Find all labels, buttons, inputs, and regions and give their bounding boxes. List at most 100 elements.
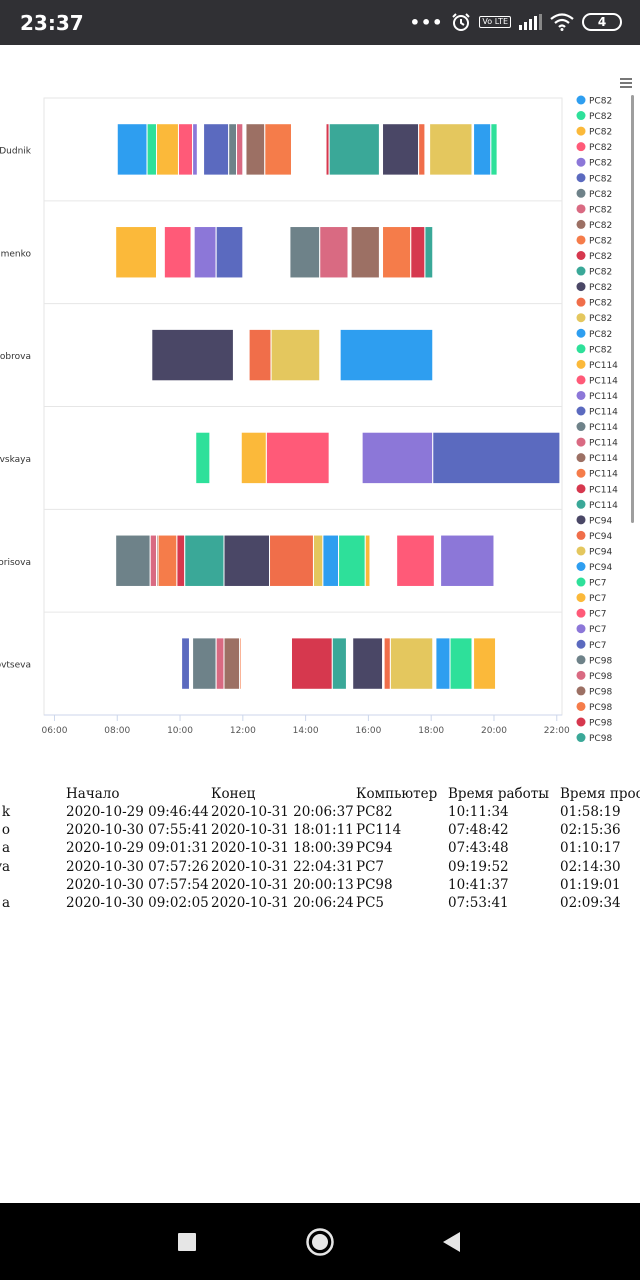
table-cell-end: 2020-10-31 20:06:24 — [211, 895, 354, 911]
legend-swatch — [576, 251, 586, 260]
legend-swatch — [576, 546, 586, 556]
timeline-segment — [410, 226, 426, 279]
table-cell-end: 2020-10-31 18:01:11 — [211, 822, 354, 839]
legend-item-label: PC98 — [589, 672, 612, 682]
status-bar: 23:37 ••• Vo LTE 4 — [0, 0, 640, 45]
user-row-label: simenko — [0, 249, 31, 259]
timeline-segment — [163, 226, 192, 279]
table-cell-work: 07:48:42 — [448, 822, 509, 839]
legend-swatch — [576, 717, 586, 727]
user-row-label: ovtseva — [0, 661, 31, 671]
timeline-segment — [361, 431, 434, 485]
legend-item-label: PC82 — [589, 314, 612, 324]
hamburger-menu-icon[interactable] — [620, 78, 632, 88]
timeline-segment — [352, 637, 384, 690]
timeline-segment — [264, 123, 292, 176]
table-cell-pc: PC5 — [356, 895, 385, 911]
timeline-segment — [338, 534, 366, 587]
timeline-segment — [289, 226, 321, 279]
table-cell-idle: 01:58:19 — [560, 804, 621, 820]
table-cell-end: 2020-10-31 20:06:37 — [211, 804, 354, 820]
timeline-segment — [449, 637, 473, 690]
legend-swatch — [576, 282, 586, 292]
timeline-segment — [146, 123, 157, 176]
legend-item-label: PC82 — [589, 252, 612, 262]
timeline-segment — [116, 123, 148, 176]
legend-item-label: PC82 — [589, 112, 612, 122]
legend-item-label: PC98 — [589, 687, 612, 697]
table-cell-work: 10:11:34 — [448, 804, 509, 820]
legend-swatch — [576, 577, 586, 587]
timeline-segment — [181, 637, 190, 690]
legend-swatch — [576, 686, 586, 696]
legend-swatch — [576, 562, 586, 571]
timeline-segment — [215, 637, 225, 690]
legend-swatch — [576, 235, 586, 245]
legend-swatch — [576, 670, 586, 680]
back-triangle-icon[interactable] — [425, 1203, 479, 1280]
legend-item-label: PC82 — [589, 174, 612, 184]
legend-item-label: PC114 — [589, 392, 618, 402]
timeline-segment — [239, 637, 242, 690]
timeline-segment — [396, 534, 435, 587]
timeline-segment — [228, 123, 238, 176]
legend-swatch — [576, 219, 586, 229]
timeline-segment — [240, 431, 267, 485]
table-cell-start: 2020-10-30 09:02:05 — [66, 895, 209, 911]
recents-square-icon[interactable] — [160, 1203, 214, 1280]
legend-swatch — [576, 297, 586, 307]
table-cell-idle: 02:15:36 — [560, 822, 621, 839]
navigation-bar — [0, 1203, 640, 1280]
battery-icon: 4 — [582, 13, 622, 31]
legend-scrollbar[interactable] — [631, 95, 634, 523]
timeline-segment — [176, 534, 186, 587]
home-circle-icon[interactable] — [293, 1203, 347, 1280]
timeline-segment — [382, 123, 420, 176]
timeline-segment — [149, 534, 157, 587]
legend-swatch — [576, 593, 586, 603]
legend-item-label: PC94 — [589, 547, 612, 557]
legend-item-label: PC82 — [589, 143, 612, 153]
legend-item-label: PC7 — [589, 641, 606, 651]
legend-item-label: PC94 — [589, 516, 612, 526]
legend-swatch — [576, 655, 586, 665]
timeline-segment — [223, 637, 241, 690]
table-cell-name: o — [1, 822, 10, 839]
timeline-segment — [195, 431, 211, 485]
user-row-label: a.Dudnik — [0, 146, 32, 156]
table-cell-name: vskaya — [0, 858, 10, 875]
table-cell-work: 09:19:52 — [448, 858, 509, 875]
legend-item-label: PC82 — [589, 190, 612, 200]
timeline-segment — [223, 534, 271, 587]
timeline-segment — [435, 637, 451, 690]
timeline-segment — [389, 637, 434, 690]
timeline-segment — [265, 431, 330, 485]
legend-swatch — [576, 484, 586, 494]
legend-item-label: PC82 — [589, 159, 612, 169]
table-header-work: Время работы — [448, 786, 550, 802]
legend-swatch — [576, 608, 586, 618]
alarm-icon — [452, 13, 471, 31]
legend-swatch — [576, 530, 586, 540]
table-header-pc: Компьютер — [356, 786, 438, 802]
table-cell-start: 2020-10-29 09:01:31 — [66, 840, 209, 857]
legend-swatch — [576, 453, 586, 463]
legend-swatch — [576, 639, 586, 649]
legend-swatch — [576, 359, 586, 369]
timeline-segment — [319, 226, 349, 279]
legend-swatch — [576, 733, 586, 743]
legend-item-label: PC82 — [589, 205, 612, 215]
timeline-segment — [424, 226, 434, 279]
timeline-segment — [184, 534, 225, 587]
timeline-segment — [151, 328, 234, 382]
legend-item-label: PC114 — [589, 361, 618, 371]
legend-item-label: PC82 — [589, 221, 612, 231]
table-cell-name: k — [1, 804, 10, 820]
timeline-chart: a.Dudnik simenko Bobrova ovskaya Borisova ovt… — [0, 45, 640, 745]
table-header-end: Конец — [211, 786, 256, 802]
table-cell-idle: 02:14:30 — [560, 858, 621, 875]
legend-swatch — [576, 437, 586, 447]
legend-item-label: PC82 — [589, 128, 612, 138]
legend-item-label: PC98 — [589, 719, 612, 729]
table-cell-start: 2020-10-30 07:57:26 — [66, 858, 209, 875]
